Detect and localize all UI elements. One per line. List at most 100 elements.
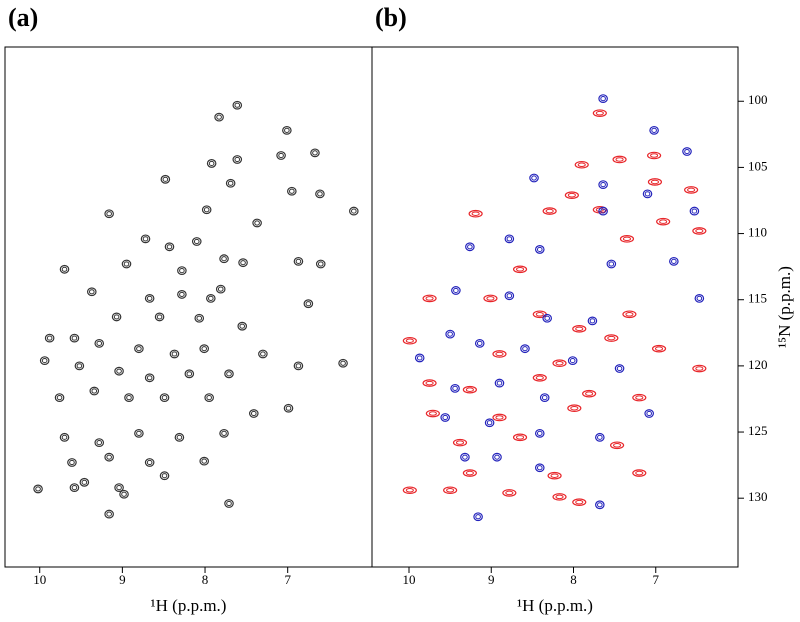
peak-contour — [534, 428, 545, 438]
peak-contour — [140, 234, 151, 244]
peak-contour — [284, 127, 290, 133]
peak-contour — [317, 261, 324, 267]
peak-contour — [462, 469, 477, 477]
peak-contour — [283, 403, 294, 413]
peak — [465, 242, 475, 252]
peak — [445, 329, 455, 339]
peak — [473, 512, 483, 522]
peak-contour — [315, 259, 326, 269]
peak — [632, 469, 647, 477]
peak-contour — [425, 409, 440, 418]
y-tick-label: 115 — [748, 291, 767, 306]
peak-contour — [234, 102, 241, 108]
peak — [440, 413, 450, 422]
peak-contour — [111, 312, 122, 322]
peak-contour — [443, 486, 458, 495]
peak — [572, 325, 587, 333]
peak-contour — [644, 409, 654, 418]
peak-contour — [440, 413, 450, 422]
peak-contour — [428, 411, 437, 416]
peak — [692, 364, 707, 373]
peak-contour — [572, 325, 587, 333]
peak-contour — [669, 256, 679, 266]
peak-contour — [96, 440, 103, 446]
y-axis-label: ¹⁵N (p.p.m.) — [775, 266, 794, 348]
peak-contour — [671, 258, 677, 264]
peak — [119, 489, 129, 499]
peak — [451, 286, 461, 295]
peak-contour — [542, 313, 552, 323]
peak-contour — [465, 470, 474, 476]
peak — [656, 217, 671, 226]
peak-contour — [285, 405, 292, 411]
peak-contour — [293, 361, 304, 371]
peak — [194, 313, 205, 323]
peak-contour — [615, 157, 624, 162]
peak-contour — [689, 206, 700, 216]
peak-contour — [587, 316, 598, 326]
panel-label: (a) — [8, 3, 38, 32]
peak — [669, 256, 679, 266]
peak-contour — [512, 265, 528, 274]
peak — [258, 349, 268, 359]
peak-contour — [225, 178, 236, 188]
peak-contour — [226, 371, 232, 377]
peak-contour — [572, 498, 587, 506]
plot-frame — [371, 46, 739, 568]
peak-contour — [606, 259, 617, 269]
peak-contour — [196, 315, 203, 321]
peak-contour — [119, 489, 129, 499]
peak-contour — [600, 96, 606, 102]
peak-contour — [536, 465, 543, 471]
peak-contour — [54, 393, 65, 403]
peak-contour — [216, 114, 222, 120]
peak-contour — [416, 355, 423, 361]
peak-contour — [116, 485, 122, 491]
peak-contour — [598, 94, 608, 104]
peak — [69, 483, 80, 493]
peak-contour — [71, 485, 78, 491]
peak — [542, 313, 552, 323]
peak-contour — [486, 296, 495, 301]
peak-contour — [191, 237, 202, 246]
peak-contour — [600, 182, 606, 188]
peak — [248, 409, 259, 418]
peak-contour — [597, 434, 603, 440]
peak-contour — [405, 487, 414, 493]
peak-contour — [555, 494, 564, 500]
peak-contour — [289, 188, 295, 194]
peak-contour — [569, 357, 576, 364]
peak-contour — [156, 314, 163, 320]
peak — [74, 361, 85, 371]
peak-contour — [315, 189, 325, 199]
x-tick-label: 8 — [202, 572, 209, 587]
peak-contour — [96, 340, 103, 346]
peak-contour — [632, 469, 647, 477]
x-tick-label: 9 — [488, 572, 495, 587]
peak-contour — [59, 432, 70, 442]
peak-contour — [206, 159, 217, 168]
peak-contour — [201, 458, 208, 464]
peak — [614, 364, 625, 373]
peak-contour — [44, 333, 55, 343]
peak-contour — [604, 334, 619, 342]
peak — [414, 353, 425, 363]
peak-contour — [194, 313, 205, 323]
peak — [114, 366, 124, 376]
peak-contour — [338, 358, 348, 368]
peak — [468, 209, 483, 218]
peak-contour — [69, 459, 75, 466]
peak-contour — [504, 234, 515, 244]
peak — [232, 155, 243, 164]
peak-contour — [695, 366, 704, 371]
peak — [201, 205, 212, 215]
peak-contour — [121, 259, 132, 269]
peak-contour — [159, 393, 170, 403]
peak — [547, 471, 562, 480]
peak — [174, 432, 185, 442]
peak — [224, 499, 234, 508]
peak-contour — [619, 235, 635, 243]
peak-contour — [224, 369, 234, 379]
peak-contour — [635, 395, 644, 400]
peak — [443, 486, 458, 495]
